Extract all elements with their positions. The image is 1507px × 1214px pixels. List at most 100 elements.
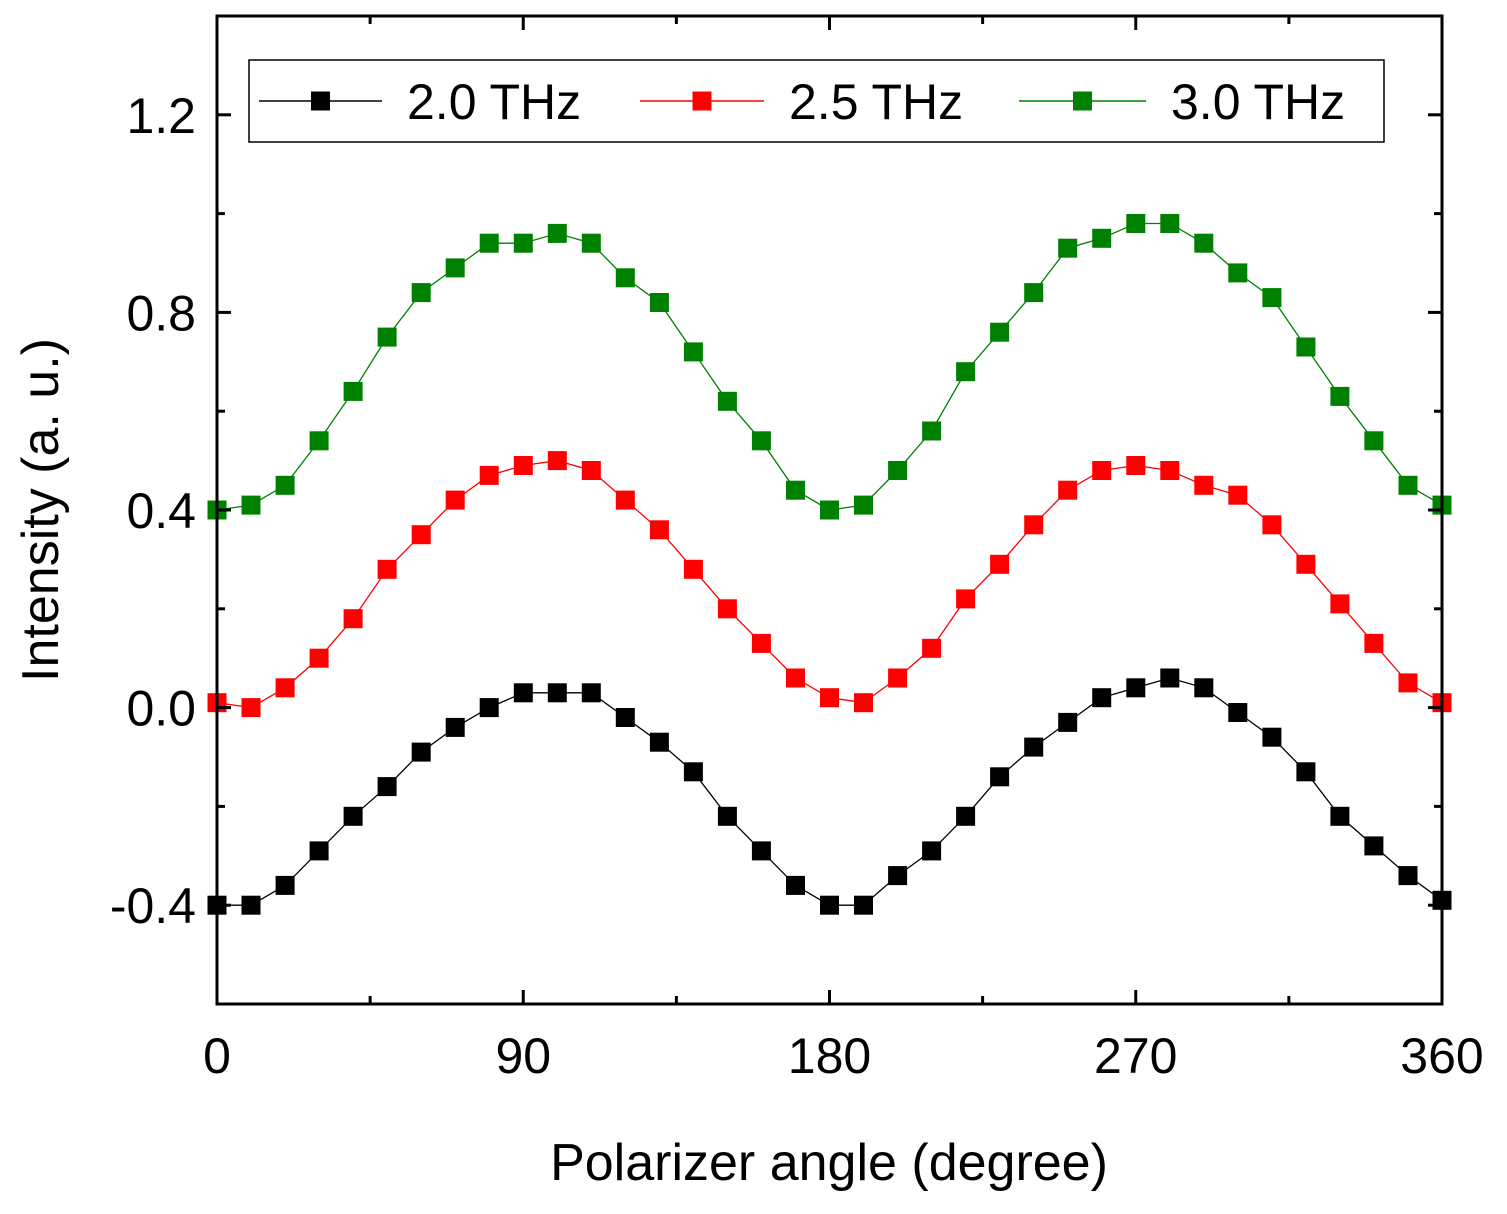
legend-label: 2.0 THz [407,74,581,130]
data-point [786,480,805,500]
x-tick-label: 270 [1094,1028,1177,1084]
data-point [275,678,295,698]
data-point [717,806,737,826]
data-point [1058,238,1078,258]
data-point [411,742,431,762]
data-point [683,559,703,579]
data-point [956,362,976,382]
data-point [649,732,669,752]
legend-marker [1073,91,1092,111]
data-point [581,683,601,703]
data-point [820,895,839,915]
data-point [513,456,533,475]
data-point [786,668,805,688]
data-point [888,668,908,688]
legend-label: 3.0 THz [1171,74,1345,130]
y-tick-label: 0.8 [126,285,196,341]
legend-marker [692,91,712,111]
data-point [649,520,669,540]
data-point [1364,431,1384,451]
data-point [513,233,533,253]
data-point [1364,836,1384,856]
data-point [1194,233,1214,253]
data-point [1160,461,1180,480]
data-point [1024,283,1044,303]
data-point [1296,762,1316,782]
legend-box [248,59,1385,143]
data-point [820,500,839,520]
data-point [683,762,703,782]
data-point [922,841,942,861]
data-point [922,638,942,658]
series-layer [207,214,1452,915]
data-point [751,841,771,861]
data-point [309,648,329,668]
data-point [1160,668,1180,688]
data-point [479,233,499,253]
data-point [1398,475,1418,495]
x-tick-label: 90 [495,1028,551,1084]
data-point [820,688,839,708]
data-point [377,327,397,347]
series-2-5-thz [207,451,1452,718]
data-point [547,683,567,703]
data-point [956,589,976,609]
data-point [479,465,499,485]
data-point [445,717,465,737]
data-point [751,633,771,653]
data-point [922,421,942,441]
data-point [615,490,635,510]
data-point [683,342,703,362]
ticks-layer: 0 90 180 270 360 -0.4 0.0 0.4 0.8 1.2 [110,14,1484,1084]
data-point [1228,485,1248,505]
data-point [1092,228,1112,248]
data-point [1126,678,1146,698]
data-point [275,475,295,495]
data-point [445,490,465,510]
data-point [615,708,635,727]
data-point [1194,678,1214,698]
data-point [1092,461,1112,480]
data-point [751,431,771,451]
data-point [990,554,1010,574]
data-point [1058,480,1078,500]
data-point [1126,456,1146,475]
data-point [956,806,976,826]
data-point [1330,594,1350,614]
data-point [854,693,873,713]
data-point [1024,737,1044,757]
data-point [1364,633,1384,653]
data-point [275,875,295,895]
y-tick-label: 0.0 [126,681,196,737]
data-point [411,283,431,303]
legend: 2.0 THz 2.5 THz 3.0 THz [248,59,1385,143]
data-point [581,461,601,480]
data-point [547,223,567,243]
data-point [479,698,499,718]
data-point [1228,703,1248,722]
data-point [854,895,873,915]
x-tick-label: 360 [1400,1028,1483,1084]
y-axis-title: Intensity (a. u.) [12,338,70,682]
data-point [990,322,1010,342]
data-point [343,806,363,826]
y-tick-label: -0.4 [110,878,196,934]
data-point [786,875,805,895]
data-point [717,391,737,411]
data-point [1330,386,1350,406]
data-point [1296,554,1316,574]
data-point [649,293,669,312]
data-point [1058,712,1078,732]
data-point [888,461,908,480]
legend-marker [311,91,330,111]
legend-label: 2.5 THz [789,74,963,130]
data-point [241,495,261,515]
data-point [1262,288,1282,308]
data-point [1262,515,1282,535]
series-3-0-thz [207,214,1452,520]
data-point [309,841,329,861]
data-point [1092,688,1112,708]
data-point [615,268,635,288]
data-point [854,495,873,515]
